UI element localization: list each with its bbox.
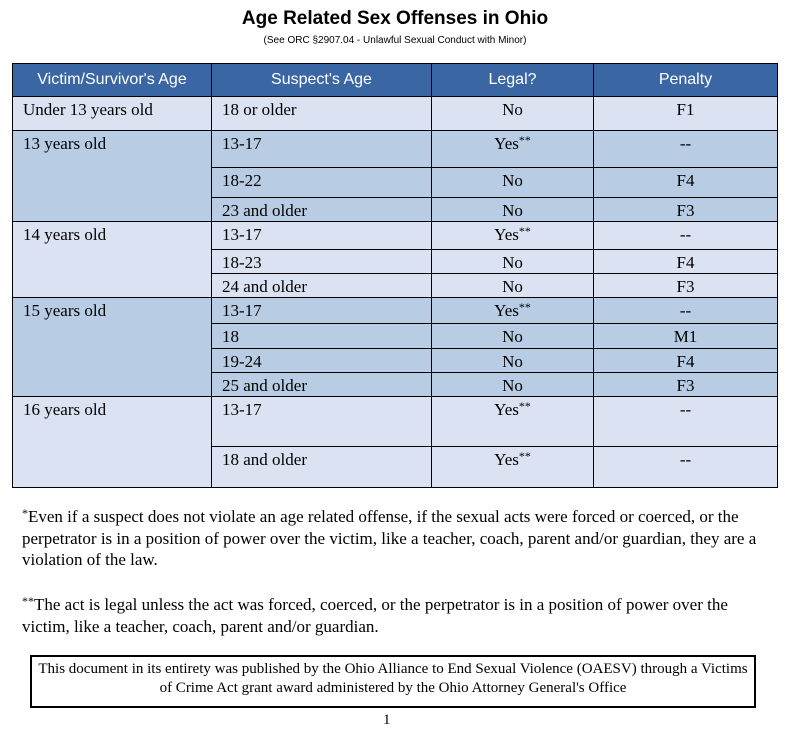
legal-cell: No [431,323,594,349]
penalty: -- [593,221,778,250]
legal-note: ** [518,300,531,314]
suspect-age: 18-22 [211,167,432,198]
column-header: Victim/Survivor's Age [12,63,212,97]
legal: No [502,100,523,119]
victim-age: 15 years old [12,297,212,397]
suspect-age: 18 or older [211,96,432,131]
offense-table: Victim/Survivor's Age Suspect's Age Legal?… [12,63,778,488]
column-header: Legal? [431,63,594,97]
penalty: -- [593,130,778,168]
suspect-age: 13-17 [211,130,432,168]
legal-cell: Yes** [431,297,594,324]
penalty: F4 [593,167,778,198]
legal: Yes [494,301,519,320]
footnote-mark: * [22,506,28,520]
penalty: M1 [593,323,778,349]
penalty: -- [593,446,778,488]
legal: Yes [494,450,519,469]
table-row: 14 years old 13-17 Yes** -- [12,221,778,298]
legal-cell: Yes** [431,446,594,488]
legal-cell: No [431,273,594,298]
suspect-age: 18-23 [211,249,432,274]
victim-age: 14 years old [12,221,212,298]
title: Age Related Sex Offenses in Ohio [241,8,549,29]
penalty: -- [593,297,778,324]
legal: No [502,201,523,220]
footnote: *Even if a suspect does not violate an a… [22,506,767,571]
legal-cell: No [431,96,594,131]
legal: No [502,327,523,346]
footnote-text: The act is legal unless the act was forc… [22,595,728,636]
header-row: Victim/Survivor's Age Suspect's Age Legal?… [12,63,778,97]
legal: No [502,277,523,296]
legal-cell: Yes** [431,221,594,250]
suspect-age: 25 and older [211,372,432,397]
penalty: -- [593,396,778,447]
legal-cell: No [431,372,594,397]
suspect-age: 24 and older [211,273,432,298]
footnote-mark: ** [22,594,34,608]
suspect-age: 13-17 [211,297,432,324]
legal-cell: No [431,249,594,274]
victim-age: Under 13 years old [12,96,212,131]
column-header: Suspect's Age [211,63,432,97]
table-row: 15 years old 13-17 Yes** -- [12,297,778,397]
table-body: Under 13 years old 18 or older No F1 13 year… [12,96,778,488]
penalty: F1 [593,96,778,131]
table-row: 18-22 No F4 [12,167,778,198]
suspect-age: 19-24 [211,348,432,373]
victim-age: 16 years old [12,396,212,488]
legal-note: ** [518,224,531,238]
suspect-age: 18 [211,323,432,349]
penalty: F4 [593,249,778,274]
legal-note: ** [518,133,531,147]
legal-cell: Yes** [431,396,594,447]
victim-age: 13 years old [12,130,212,222]
table-row: 13 years old 13-17 Yes** -- [12,130,778,222]
suspect-age: 23 and older [211,197,432,222]
suspect-age: 13-17 [211,396,432,447]
suspect-age: 13-17 [211,221,432,250]
penalty: F4 [593,348,778,373]
legal-note: ** [518,449,531,463]
suspect-age: 18 and older [211,446,432,488]
legal: No [502,253,523,272]
column-header: Penalty [593,63,778,97]
legal-cell: No [431,167,594,198]
subtitle: (See ORC §2907.04 - Unlawful Sexual Cond… [263,35,527,46]
legal: Yes [494,400,519,419]
legal: No [502,376,523,395]
legal: Yes [494,134,519,153]
footnote: **The act is legal unless the act was fo… [22,594,767,637]
legal-cell: Yes** [431,130,594,168]
table-row: 16 years old 13-17 Yes** -- [12,396,778,488]
table-row: 19-24 No F4 [12,348,778,373]
penalty: F3 [593,273,778,298]
penalty: F3 [593,197,778,222]
legal-cell: No [431,197,594,222]
table-row: Under 13 years old 18 or older No F1 [12,96,778,131]
footer-box: This document in its entirety was publis… [30,655,756,708]
legal: No [502,352,523,371]
page-number: 1 [383,712,391,728]
footnote-text: Even if a suspect does not violate an ag… [22,507,757,569]
penalty: F3 [593,372,778,397]
legal: Yes [494,225,519,244]
legal-note: ** [518,399,531,413]
legal-cell: No [431,348,594,373]
legal: No [502,171,523,190]
